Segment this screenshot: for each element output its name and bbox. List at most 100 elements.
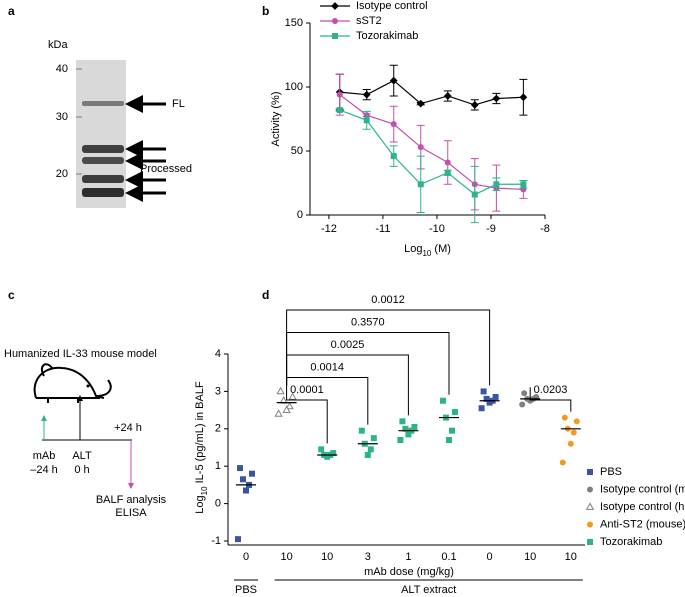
series-line (339, 109, 524, 196)
marker (519, 93, 528, 102)
y-axis-label: Log10 IL-5 (pg/mL) in BALF (194, 381, 209, 514)
gel-arrows (125, 95, 166, 202)
marker (561, 414, 568, 421)
x-tick-label: 10 (565, 551, 577, 563)
marker (492, 394, 499, 401)
marker (249, 470, 255, 477)
x-tick-label: 0.1 (441, 551, 456, 563)
comparison-label: 0.0014 (310, 361, 344, 373)
marker (470, 101, 479, 109)
marker (573, 418, 580, 425)
x-tick-label: -8 (540, 223, 550, 235)
legend-label: sST2 (356, 15, 382, 27)
model-panel: Humanized IL-33 mouse model mAb –24 h AL… (4, 348, 167, 519)
marker (402, 425, 409, 432)
marker (331, 2, 339, 10)
gel-ladder (76, 173, 82, 175)
marker (493, 181, 500, 188)
marker (411, 423, 418, 430)
comparison-label: 0.0025 (331, 339, 365, 351)
gel-ladder (76, 68, 82, 70)
comparison-bracket (286, 309, 491, 386)
y-tick-label: 1 (215, 460, 221, 472)
step-label: ELISA (115, 507, 147, 519)
marker (370, 435, 377, 442)
marker (452, 408, 458, 415)
legend-label: Tozorakimab (356, 30, 418, 42)
comparison-label: 0.0203 (534, 384, 568, 396)
gel-marker: 20 (56, 168, 68, 180)
legend-label: Isotype control (mouse) (600, 483, 685, 495)
x-axis-label-part: (M) (431, 243, 451, 255)
group-label: PBS (235, 584, 257, 596)
marker (480, 388, 487, 395)
comparison-bracket (286, 377, 369, 425)
y-tick-label: -1 (211, 535, 221, 547)
marker (519, 401, 526, 408)
gel-label: Processed (140, 163, 192, 175)
y-axis-label-part: 10 (200, 486, 209, 495)
step-label: mAb (33, 450, 56, 462)
legend-label: Isotype control (human) (600, 501, 685, 513)
marker (587, 486, 593, 493)
y-tick-label: 150 (285, 17, 303, 29)
panel-label: c (8, 288, 15, 302)
model-title: Humanized IL-33 mouse model (4, 348, 157, 360)
marker (405, 431, 412, 438)
gel-image (76, 60, 126, 208)
legend-label: Isotype control (356, 0, 428, 12)
x-axis-label-part: 10 (422, 249, 431, 258)
marker (336, 91, 343, 98)
x-tick-label: -9 (486, 223, 496, 235)
legend-label: Anti-ST2 (mouse) (600, 518, 685, 530)
panel-label: b (262, 4, 269, 18)
marker (282, 405, 291, 413)
y-axis-label: Activity (%) (270, 92, 282, 147)
marker (559, 459, 566, 466)
series-line (339, 79, 524, 106)
marker (478, 405, 485, 412)
x-tick-label: 0 (487, 551, 493, 563)
x-tick-label: -10 (429, 223, 445, 235)
marker (285, 401, 294, 410)
marker (237, 465, 243, 472)
x-axis-label-part: Log (404, 243, 422, 255)
step-label: ALT (72, 450, 92, 462)
comparison-bracket (286, 385, 328, 444)
group-label: ALT extract (401, 584, 456, 596)
x-axis-label: mAb dose (mg/kg) (364, 566, 454, 578)
panel-label: d (262, 288, 269, 302)
y-axis-label-part: Log (194, 495, 206, 513)
y-tick-label: 50 (291, 145, 303, 157)
marker (332, 33, 338, 39)
gel-band (82, 145, 124, 153)
legend-label: PBS (600, 466, 622, 478)
x-tick-label: 10 (280, 551, 292, 563)
y-tick-label: 0 (215, 498, 221, 510)
marker (443, 92, 452, 100)
series-line (339, 94, 524, 190)
y-axis-label-part: IL-5 (pg/mL) in BALF (194, 381, 206, 486)
marker (288, 392, 297, 400)
gel-band (82, 101, 124, 106)
marker (363, 117, 370, 124)
x-axis-label: Log10 (M) (404, 243, 451, 258)
gel-marker: 40 (56, 63, 68, 75)
x-tick-label: -12 (321, 223, 337, 235)
marker (471, 191, 478, 198)
y-tick-label: 3 (215, 385, 221, 397)
step-label: BALF analysis (96, 494, 167, 506)
marker (440, 397, 446, 404)
marker (483, 395, 490, 402)
mouse-icon (33, 363, 112, 403)
marker (390, 153, 397, 160)
step-label: +24 h (114, 422, 142, 434)
marker (336, 107, 343, 114)
x-tick-label: 0 (243, 551, 249, 563)
marker (235, 536, 241, 543)
step-label: –24 h (30, 464, 58, 476)
marker (416, 99, 425, 108)
marker (390, 121, 397, 128)
marker (417, 144, 424, 151)
